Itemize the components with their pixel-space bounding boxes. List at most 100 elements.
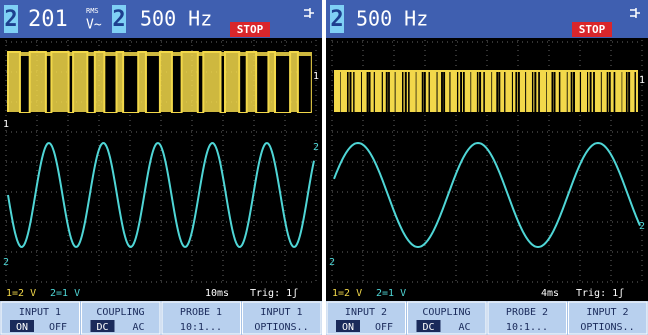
ch1-trace-gap (173, 56, 181, 112)
softkey-option[interactable]: DC (96, 322, 108, 333)
ch1-trace-gap (369, 72, 371, 112)
ch1-trace-gap (388, 72, 390, 112)
softkey-label[interactable]: INPUT 1 (260, 307, 302, 318)
ch1-trace-gap (554, 72, 556, 112)
stop-label: STOP (237, 23, 264, 36)
ch1-trace-gap (479, 72, 481, 112)
softkey-label[interactable]: PROBE 2 (506, 307, 548, 318)
ch1-trace-gap (483, 72, 485, 112)
ch1-trace-gap (504, 72, 505, 112)
frequency: 500 Hz (356, 7, 428, 31)
ch1-trace-gap (386, 72, 388, 112)
timebase: 4ms (541, 288, 559, 299)
softkey-label[interactable]: COUPLING (96, 307, 144, 318)
ch1-trace-gap (622, 72, 623, 112)
ch1-trace-gap (571, 72, 573, 112)
softkey-label[interactable]: INPUT 2 (345, 307, 387, 318)
timebase: 10ms (205, 288, 229, 299)
ch1-trace-gap (559, 72, 560, 112)
ch1-trace-gap (70, 56, 72, 112)
ch1-trace-gap (105, 56, 115, 112)
ch1-scale: 1=2 V (332, 288, 362, 299)
ch1-trace-gap (601, 72, 602, 112)
ch1-trace-gap (199, 56, 202, 112)
softkey-label[interactable]: COUPLING (422, 307, 470, 318)
reading-value: 201 (28, 7, 68, 32)
ch1-marker: 1 (313, 71, 319, 82)
ch1-trace-gap (491, 72, 492, 112)
ch1-trace-gap (635, 72, 636, 112)
ch1-trace-gap (416, 72, 417, 112)
channel-badge-label: 2 (4, 7, 17, 32)
ch1-trace-gap (518, 72, 520, 112)
ch1-trace-gap (361, 72, 362, 112)
ch1-trace-gap (147, 56, 159, 112)
softkey-option[interactable]: 10:1... (506, 322, 548, 333)
ch1-trace-gap (496, 72, 498, 112)
softkey-option[interactable]: AC (132, 322, 144, 333)
reading-unit: V~ (86, 18, 102, 33)
ch1-trace-gap (441, 72, 443, 112)
softkey-option[interactable]: ON (16, 322, 28, 333)
ch1-trace-gap (374, 72, 375, 112)
ch1-trace-gap (457, 72, 458, 112)
softkey-option[interactable]: DC (422, 322, 434, 333)
ch1-trace-gap (124, 56, 137, 112)
scope-screenshot: 2201RMSV~2500 HzSTOP11221=2 V2=1 V10msTr… (0, 0, 648, 335)
ch1-trace-gap (626, 72, 628, 112)
ch1-trace-gap (477, 72, 479, 112)
stop-label: STOP (579, 23, 606, 36)
softkey-label[interactable]: INPUT 1 (19, 307, 61, 318)
ch1-trace-gap (460, 72, 462, 112)
ch1-trace-gap (532, 72, 533, 112)
ch1-trace-gap (443, 72, 445, 112)
ch1-marker: 1 (3, 119, 9, 130)
softkey-label[interactable]: INPUT 2 (586, 307, 628, 318)
ch1-trace-gap (347, 72, 349, 112)
ch1-trace-gap (429, 72, 430, 112)
ch1-trace-gap (552, 72, 554, 112)
softkey-option[interactable]: OFF (375, 322, 393, 333)
ch1-trace-gap (382, 72, 383, 112)
ch1-trace-gap (408, 72, 410, 112)
ch2-scale: 2=1 V (376, 288, 406, 299)
ch1-trace-gap (405, 72, 407, 112)
softkey-option[interactable]: ON (342, 322, 354, 333)
ch1-trace-gap (515, 72, 517, 112)
softkey-option[interactable]: OFF (49, 322, 67, 333)
ch1-trace-gap (367, 72, 369, 112)
ch1-trace-gap (534, 72, 536, 112)
ch1-trace-gap (47, 56, 51, 112)
trigger: Trig: 1ʃ (576, 288, 624, 299)
ch1-trace-gap (395, 72, 396, 112)
ch1-trace-gap (614, 72, 616, 112)
ch1-trace-gap (422, 72, 424, 112)
ch1-trace-gap (580, 72, 581, 112)
ch1-trace-gap (628, 72, 630, 112)
ch1-trace-gap (587, 72, 588, 112)
ch1-trace-gap (276, 56, 289, 112)
ch1-trace-fill (334, 70, 638, 112)
softkey-label[interactable]: PROBE 1 (180, 307, 222, 318)
ch1-trace-gap (573, 72, 575, 112)
softkey-option[interactable]: OPTIONS.. (254, 322, 308, 333)
ch1-trace-gap (402, 72, 403, 112)
softkey-option[interactable]: AC (458, 322, 470, 333)
ch1-trace-gap (257, 56, 267, 112)
ch1-trace-gap (590, 72, 592, 112)
ch1-trace-gap (240, 56, 246, 112)
ch2-scale: 2=1 V (50, 288, 80, 299)
softkey-option[interactable]: OPTIONS.. (580, 322, 634, 333)
reading-unit-top: RMS (86, 7, 99, 15)
ch1-trace-gap (437, 72, 438, 112)
frequency: 500 Hz (140, 7, 212, 31)
ch1-trace-gap (546, 72, 547, 112)
ch1-trace-gap (470, 72, 471, 112)
channel-badge-label: 2 (112, 7, 125, 32)
softkey-option[interactable]: 10:1... (180, 322, 222, 333)
ch1-trace-gap (349, 72, 351, 112)
ch1-trace-gap (538, 72, 540, 112)
ch1-marker: 1 (639, 75, 645, 86)
